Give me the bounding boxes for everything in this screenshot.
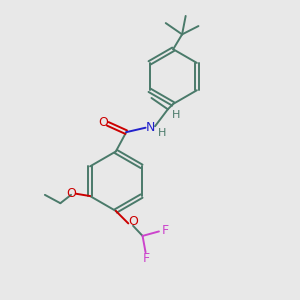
Text: N: N: [146, 121, 156, 134]
Text: F: F: [161, 224, 168, 237]
Text: H: H: [172, 110, 180, 120]
Text: H: H: [158, 128, 166, 138]
Text: O: O: [129, 215, 139, 228]
Text: O: O: [98, 116, 108, 129]
Text: O: O: [66, 187, 76, 200]
Text: F: F: [143, 252, 150, 265]
